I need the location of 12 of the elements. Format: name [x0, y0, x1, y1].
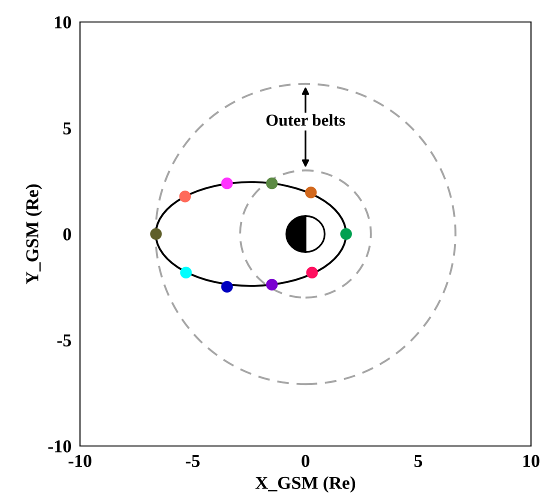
x-tick-label: -5: [186, 455, 200, 468]
x-tick-label: 0: [302, 454, 310, 468]
y-tick-label: 10: [55, 16, 71, 28]
y-tick-label: -10: [48, 440, 71, 452]
y-axis-title: Y_GSM (Re): [26, 184, 42, 284]
x-tick-label: 5: [414, 455, 422, 468]
annotation: Outer belts: [266, 114, 345, 126]
x-tick-label: 10: [523, 454, 540, 468]
y-tick-label: 0: [63, 228, 71, 240]
y-tick-label: 5: [63, 122, 72, 134]
x-axis-title: X_GSM (Re): [255, 476, 356, 493]
y-tick-label: -5: [57, 334, 72, 346]
